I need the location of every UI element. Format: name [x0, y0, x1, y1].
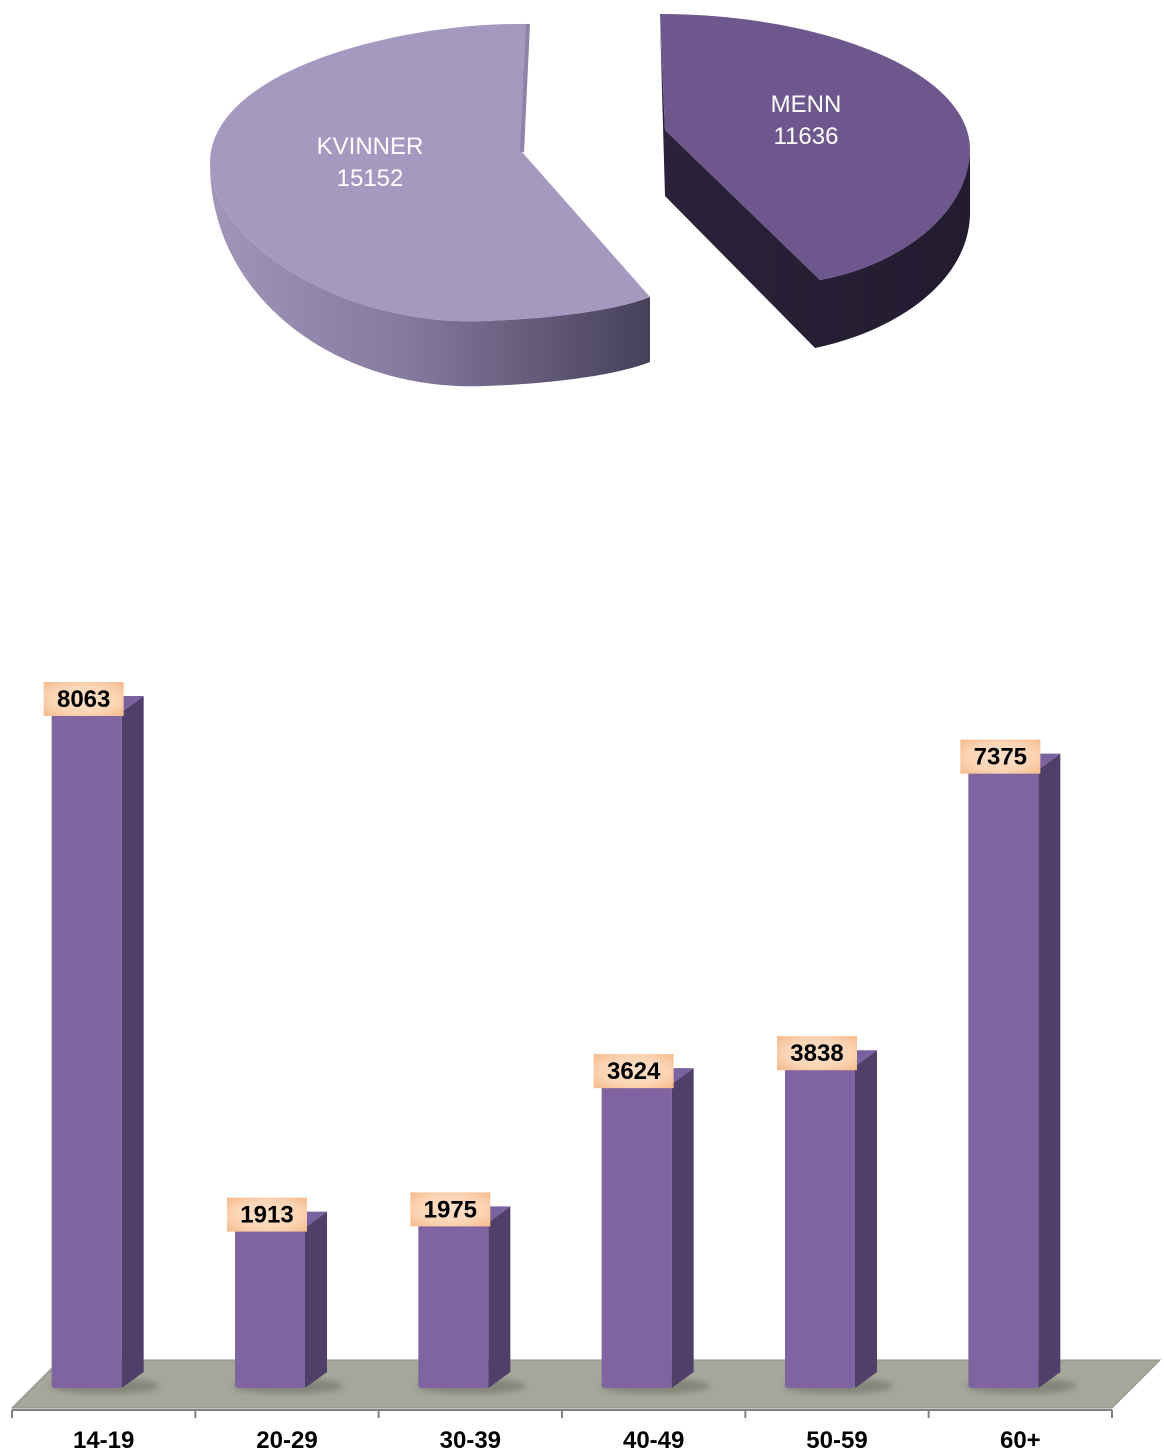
- bar-front: [968, 769, 1039, 1388]
- pie-slice-menn: [660, 14, 970, 280]
- data-label: 8063: [57, 686, 110, 713]
- bar-14-19: [49, 696, 160, 1394]
- bar-front: [785, 1066, 855, 1388]
- pie-label-menn: MENN: [771, 91, 842, 118]
- data-label: 1975: [424, 1196, 477, 1223]
- bar-front: [235, 1227, 305, 1388]
- bar-front: [601, 1084, 672, 1388]
- data-label-bg: [777, 1036, 857, 1071]
- pie-label-kvinner: KVINNER: [317, 133, 424, 160]
- bar-side: [1038, 753, 1061, 1388]
- pie-value-menn: 11636: [774, 123, 839, 150]
- bar-60+: [966, 753, 1077, 1394]
- x-tick-label: 14-19: [73, 1427, 134, 1452]
- data-label: 1913: [240, 1202, 293, 1229]
- bar-side: [855, 1050, 877, 1388]
- bar-50-59: [783, 1050, 893, 1394]
- bar-front: [51, 712, 122, 1388]
- bar-40-49: [599, 1068, 710, 1394]
- data-label-bg: [593, 1054, 674, 1089]
- x-tick-label: 40-49: [623, 1427, 684, 1452]
- x-axis-ticks: [11, 1410, 1113, 1418]
- x-tick-label: 30-39: [440, 1427, 501, 1452]
- data-label-bg: [227, 1197, 307, 1232]
- x-tick-label: 60+: [1000, 1427, 1041, 1452]
- x-tick-label: 20-29: [256, 1427, 317, 1452]
- bar-side: [121, 696, 144, 1388]
- data-label: 7375: [974, 744, 1027, 771]
- data-label: 3624: [607, 1058, 661, 1085]
- bar-side: [488, 1206, 511, 1388]
- pie-slice-kvinner-side: [210, 163, 650, 387]
- pie-slice-kvinner: [210, 23, 650, 322]
- bar-chart: 8063 1913 1975 3624 3838 7375 14-19 20-29 30-39…: [10, 682, 1162, 1452]
- x-axis-labels: 14-19 20-29 30-39 40-49 50-59 60+: [73, 1427, 1041, 1452]
- pie-value-kvinner: 15152: [337, 165, 404, 192]
- bar-20-29: [233, 1211, 343, 1394]
- bar-30-39: [416, 1206, 527, 1394]
- bar-side: [671, 1068, 694, 1388]
- bars: 8063 1913 1975 3624 3838 7375: [43, 682, 1077, 1394]
- data-label: 3838: [790, 1040, 843, 1067]
- data-label-bg: [960, 739, 1041, 774]
- data-label-bg: [410, 1192, 491, 1227]
- x-tick-label: 50-59: [806, 1427, 867, 1452]
- bar-front: [418, 1222, 489, 1388]
- pie-chart: KVINNER 15152 MENN 11636: [210, 14, 970, 387]
- bar-side: [305, 1211, 327, 1388]
- data-label-bg: [43, 682, 124, 716]
- pie-slice-menn-side: [660, 20, 970, 348]
- pie-slice-kvinner-edge: [520, 23, 530, 153]
